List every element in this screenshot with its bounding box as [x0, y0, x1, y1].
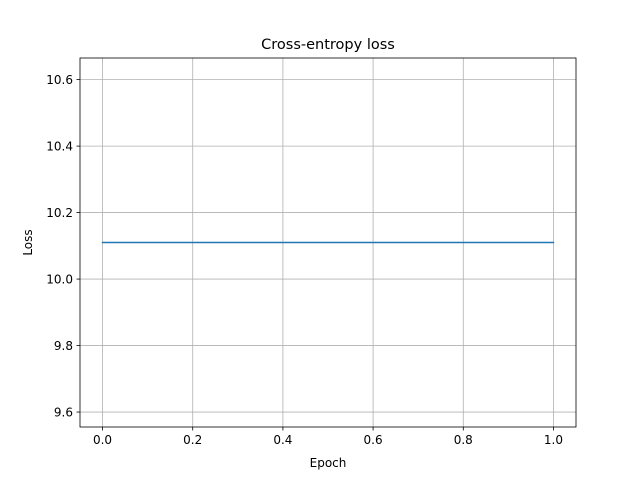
x-tick-label: 0.0 [93, 433, 112, 447]
y-axis-label: Loss [21, 229, 35, 255]
x-tick-label: 0.6 [364, 433, 383, 447]
x-axis-label: Epoch [310, 456, 347, 470]
y-tick-label: 10.2 [46, 206, 73, 220]
x-tick-label: 1.0 [544, 433, 563, 447]
y-tick-label: 9.6 [54, 405, 73, 419]
axes-frame [79, 57, 577, 428]
y-tick-label: 10.0 [46, 272, 73, 286]
x-tick-label: 0.8 [454, 433, 473, 447]
chart-title: Cross-entropy loss [261, 37, 395, 53]
x-axis-ticks: 0.0 0.2 0.4 0.6 0.8 1.0 [93, 427, 563, 447]
x-tick-label: 0.2 [183, 433, 202, 447]
y-tick-label: 10.6 [46, 73, 73, 87]
y-tick-label: 9.8 [54, 339, 73, 353]
y-tick-label: 10.4 [46, 139, 73, 153]
y-axis-ticks: 9.6 9.8 10.0 10.2 10.4 10.6 [46, 73, 80, 419]
x-tick-label: 0.4 [273, 433, 292, 447]
